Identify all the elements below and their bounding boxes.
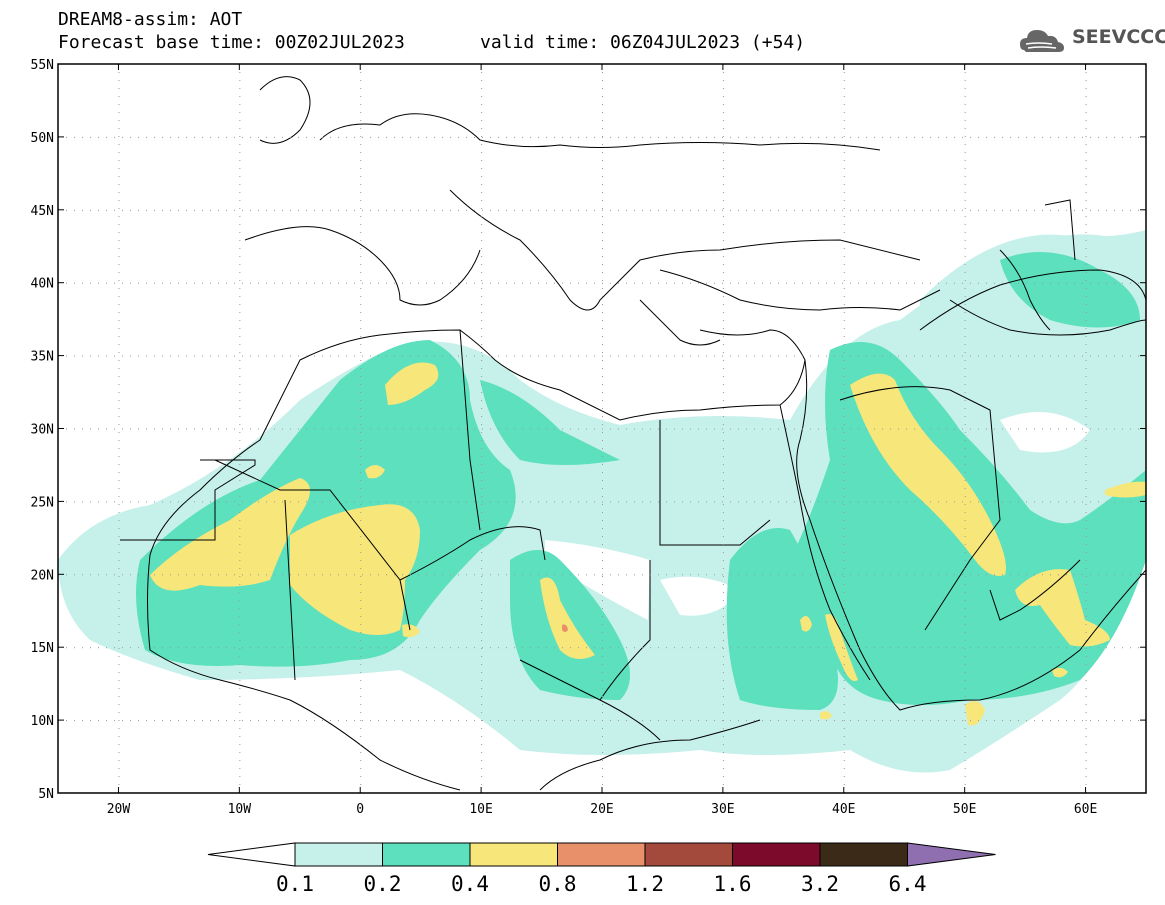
- lat-label: 25N: [31, 495, 54, 510]
- colorbar: [207, 842, 996, 867]
- lat-label: 45N: [31, 204, 54, 219]
- logo-text: SEEVCCC: [1072, 26, 1165, 48]
- lat-label: 10N: [31, 714, 54, 729]
- lon-label: 0: [356, 802, 364, 817]
- colorbar-swatch: [557, 842, 646, 867]
- colorbar-swatch: [382, 842, 471, 867]
- lat-label: 50N: [31, 131, 54, 146]
- lat-label: 20N: [31, 568, 54, 583]
- lat-label: 30N: [31, 423, 54, 438]
- map-axes: 55N 50N 45N 40N 35N 30N 25N 20N 15N 10N 5N 20W 10W 0 1…: [31, 58, 1146, 817]
- aot-class-0.8: [562, 624, 568, 632]
- lat-label: 35N: [31, 350, 54, 365]
- lon-label: 10E: [469, 802, 492, 817]
- lon-label: 50E: [953, 802, 976, 817]
- colorbar-swatch: [732, 842, 821, 867]
- colorbar-tick-label: 0.1: [276, 872, 314, 896]
- lon-label: 60E: [1074, 802, 1097, 817]
- colorbar-tick-label: 6.4: [888, 872, 927, 896]
- lon-label: 20E: [590, 802, 613, 817]
- aot-shading: [58, 230, 1146, 773]
- lat-label: 55N: [31, 58, 54, 73]
- colorbar-tick-label: 0.8: [538, 872, 577, 896]
- aot-class-0.4: [150, 362, 1146, 726]
- cloud-logo-icon: [1020, 30, 1064, 52]
- colorbar-tick-label: 3.2: [801, 872, 839, 896]
- colorbar-tick-label: 0.4: [451, 872, 489, 896]
- lon-label: 30E: [711, 802, 734, 817]
- coastlines: [120, 76, 1146, 791]
- lon-label: 10W: [228, 802, 252, 817]
- base-time-label: Forecast base time: 00Z02JUL2023: [58, 32, 405, 53]
- colorbar-low-arrow: [207, 842, 296, 867]
- colorbar-high-arrow: [907, 842, 996, 867]
- lon-label: 20W: [107, 802, 131, 817]
- lat-label: 15N: [31, 641, 54, 656]
- lat-label: 40N: [31, 277, 54, 292]
- colorbar-tick-label: 0.2: [363, 872, 402, 896]
- colorbar-swatch: [294, 842, 383, 867]
- chart-title: DREAM8-assim: AOT: [58, 9, 243, 30]
- colorbar-tick-label: 1.6: [713, 872, 752, 896]
- lat-label: 5N: [38, 787, 54, 802]
- colorbar-tick-label: 1.2: [626, 872, 664, 896]
- valid-time-label: valid time: 06Z04JUL2023 (+54): [480, 32, 806, 53]
- colorbar-swatch: [644, 842, 733, 867]
- colorbar-swatch: [819, 842, 908, 867]
- colorbar-swatch: [469, 842, 558, 867]
- lon-label: 40E: [832, 802, 855, 817]
